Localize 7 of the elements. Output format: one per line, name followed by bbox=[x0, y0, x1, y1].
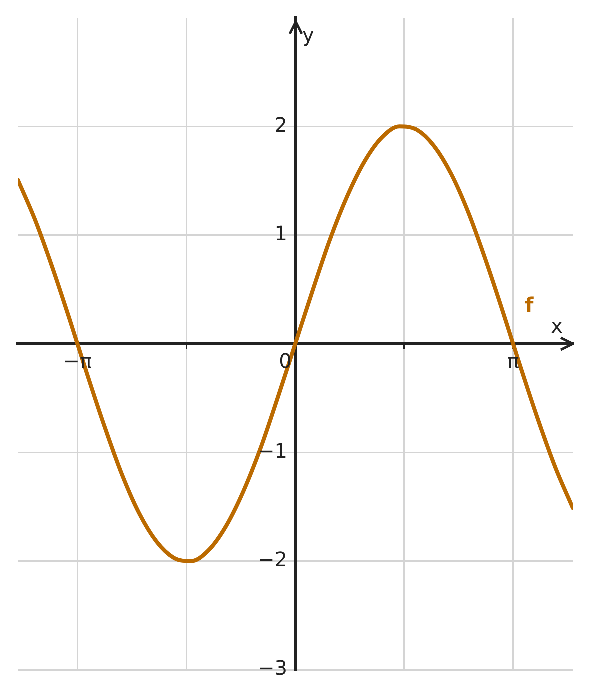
y-tick-label: −3 bbox=[258, 656, 288, 680]
y-tick-label: 2 bbox=[274, 112, 288, 137]
series-label: f bbox=[524, 293, 534, 317]
y-tick-label: 1 bbox=[274, 222, 288, 246]
y-axis-title: y bbox=[302, 23, 314, 47]
y-tick-label: −2 bbox=[258, 548, 288, 572]
x-axis-title: x bbox=[551, 314, 564, 338]
